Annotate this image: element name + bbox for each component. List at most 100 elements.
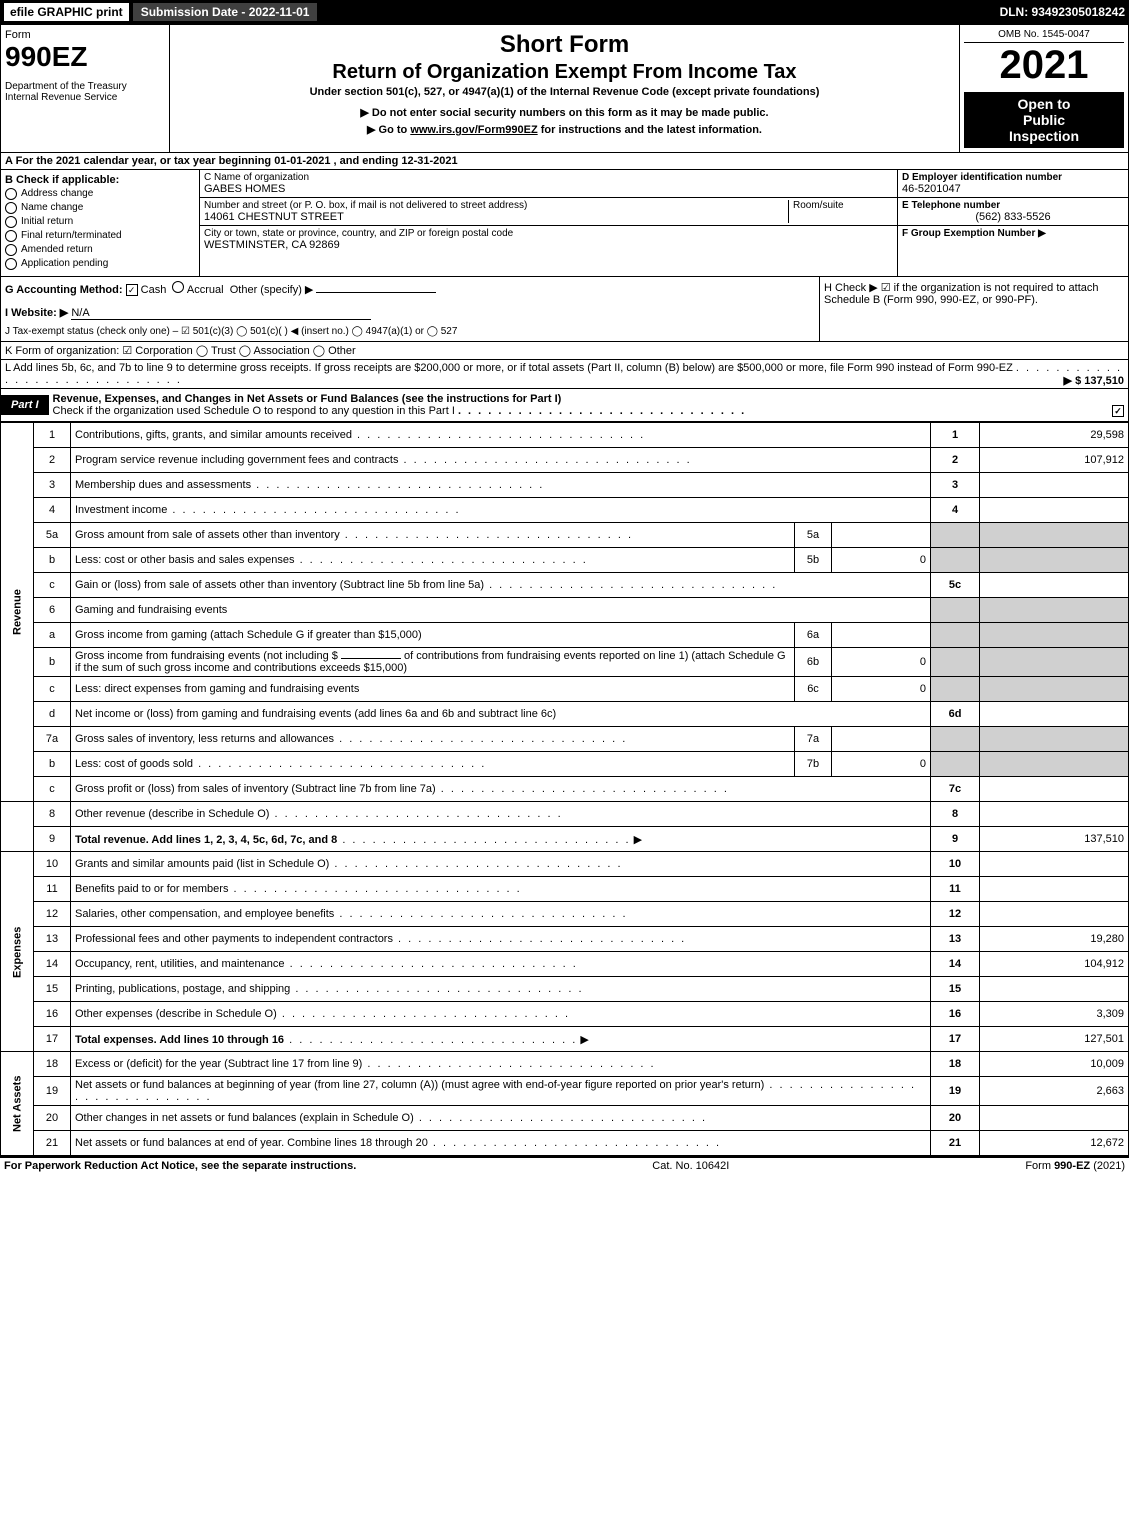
row-11: 11 Benefits paid to or for members 11 — [1, 877, 1129, 902]
val — [980, 777, 1129, 802]
dln: DLN: 93492305018242 — [1000, 5, 1125, 19]
shade — [931, 752, 980, 777]
inner-ln: 5b — [795, 548, 832, 573]
check-amended-return[interactable]: Amended return — [5, 244, 195, 256]
dots — [251, 479, 544, 491]
org-name-box: C Name of organization GABES HOMES — [200, 170, 897, 198]
val — [980, 852, 1129, 877]
desc: Investment income — [75, 504, 167, 516]
val — [980, 473, 1129, 498]
dots — [428, 1137, 721, 1149]
cash-label: Cash — [141, 284, 167, 296]
row-5a: 5a Gross amount from sale of assets othe… — [1, 523, 1129, 548]
form-title: Return of Organization Exempt From Incom… — [174, 61, 955, 84]
shade — [980, 677, 1129, 702]
row-6b: b Gross income from fundraising events (… — [1, 648, 1129, 677]
desc1: Gross income from fundraising events (no… — [75, 650, 338, 662]
row-5c: c Gain or (loss) from sale of assets oth… — [1, 573, 1129, 598]
open-to-public: Open to Public Inspection — [964, 92, 1124, 148]
num: 10 — [931, 852, 980, 877]
check-name-change[interactable]: Name change — [5, 202, 195, 214]
shade — [980, 548, 1129, 573]
row-16: 16 Other expenses (describe in Schedule … — [1, 1002, 1129, 1027]
desc: Excess or (deficit) for the year (Subtra… — [75, 1058, 362, 1070]
row-17: 17 Total expenses. Add lines 10 through … — [1, 1027, 1129, 1052]
row-10: Expenses 10 Grants and similar amounts p… — [1, 852, 1129, 877]
bullet2: ▶ Go to www.irs.gov/Form990EZ for instru… — [174, 123, 955, 136]
dots — [290, 983, 583, 995]
part1-header: Part I Revenue, Expenses, and Changes in… — [0, 389, 1129, 422]
desc: Printing, publications, postage, and shi… — [75, 983, 290, 995]
ln: 19 — [34, 1077, 71, 1106]
irs-label: Internal Revenue Service — [5, 92, 165, 103]
ln: 13 — [34, 927, 71, 952]
val — [980, 977, 1129, 1002]
desc: Gross sales of inventory, less returns a… — [75, 733, 334, 745]
part1-checkbox[interactable]: ✓ — [1112, 405, 1124, 417]
dots — [340, 529, 633, 541]
shade — [931, 677, 980, 702]
footer-right-bold: 990-EZ — [1054, 1160, 1090, 1172]
ln: a — [34, 623, 71, 648]
footer-right-post: (2021) — [1090, 1160, 1125, 1172]
desc: Net income or (loss) from gaming and fun… — [71, 702, 931, 727]
dots — [193, 758, 486, 770]
sidecat-expenses: Expenses — [1, 852, 34, 1052]
num: 2 — [931, 448, 980, 473]
ln: 11 — [34, 877, 71, 902]
h-row: H Check ▶ ☑ if the organization is not r… — [824, 281, 1124, 306]
header-right: OMB No. 1545-0047 2021 Open to Public In… — [959, 25, 1128, 152]
city: WESTMINSTER, CA 92869 — [204, 239, 893, 251]
under-section: Under section 501(c), 527, or 4947(a)(1)… — [174, 86, 955, 98]
ln: 15 — [34, 977, 71, 1002]
group-exempt-box: F Group Exemption Number ▶ — [898, 226, 1128, 241]
num: 14 — [931, 952, 980, 977]
row-2: 2 Program service revenue including gove… — [1, 448, 1129, 473]
val: 10,009 — [980, 1052, 1129, 1077]
ln: 2 — [34, 448, 71, 473]
street-label: Number and street (or P. O. box, if mail… — [204, 200, 788, 211]
ledger-table: Revenue 1 Contributions, gifts, grants, … — [0, 422, 1129, 1156]
num: 18 — [931, 1052, 980, 1077]
row-6d: d Net income or (loss) from gaming and f… — [1, 702, 1129, 727]
inner-val: 0 — [832, 548, 931, 573]
desc: Net assets or fund balances at end of ye… — [75, 1137, 428, 1149]
check-final-return[interactable]: Final return/terminated — [5, 230, 195, 242]
i-label: I Website: ▶ — [5, 307, 68, 319]
desc: Gross amount from sale of assets other t… — [75, 529, 340, 541]
ln: 20 — [34, 1106, 71, 1131]
group-label: F Group Exemption Number ▶ — [902, 228, 1124, 239]
check-address-change[interactable]: Address change — [5, 188, 195, 200]
num: 4 — [931, 498, 980, 523]
row-6a: a Gross income from gaming (attach Sched… — [1, 623, 1129, 648]
num: 3 — [931, 473, 980, 498]
check-accrual[interactable] — [172, 281, 184, 293]
other-input[interactable] — [316, 292, 436, 293]
row-5b: b Less: cost or other basis and sales ex… — [1, 548, 1129, 573]
row-19: 19 Net assets or fund balances at beginn… — [1, 1077, 1129, 1106]
footer-right-pre: Form — [1025, 1160, 1054, 1172]
gh-block: G Accounting Method: ✓ Cash Accrual Othe… — [0, 277, 1129, 342]
ln: 17 — [34, 1027, 71, 1052]
row-3: 3 Membership dues and assessments 3 — [1, 473, 1129, 498]
num: 9 — [931, 827, 980, 852]
shade — [980, 623, 1129, 648]
check-cash[interactable]: ✓ — [126, 284, 138, 296]
val: 104,912 — [980, 952, 1129, 977]
top-bar: efile GRAPHIC print Submission Date - 20… — [0, 0, 1129, 24]
part1-tab: Part I — [1, 395, 49, 415]
desc: Grants and similar amounts paid (list in… — [75, 858, 329, 870]
header-center: Short Form Return of Organization Exempt… — [170, 25, 959, 152]
check-initial-return[interactable]: Initial return — [5, 216, 195, 228]
tel-box: E Telephone number (562) 833-5526 — [898, 198, 1128, 226]
row-18: Net Assets 18 Excess or (deficit) for th… — [1, 1052, 1129, 1077]
ln: 1 — [34, 423, 71, 448]
ln: b — [34, 648, 71, 677]
check-application-pending[interactable]: Application pending — [5, 258, 195, 270]
row-20: 20 Other changes in net assets or fund b… — [1, 1106, 1129, 1131]
shade — [931, 727, 980, 752]
dots — [352, 429, 645, 441]
row-6c: c Less: direct expenses from gaming and … — [1, 677, 1129, 702]
l-text: L Add lines 5b, 6c, and 7b to line 9 to … — [5, 362, 1013, 374]
irs-link[interactable]: www.irs.gov/Form990EZ — [410, 124, 537, 136]
